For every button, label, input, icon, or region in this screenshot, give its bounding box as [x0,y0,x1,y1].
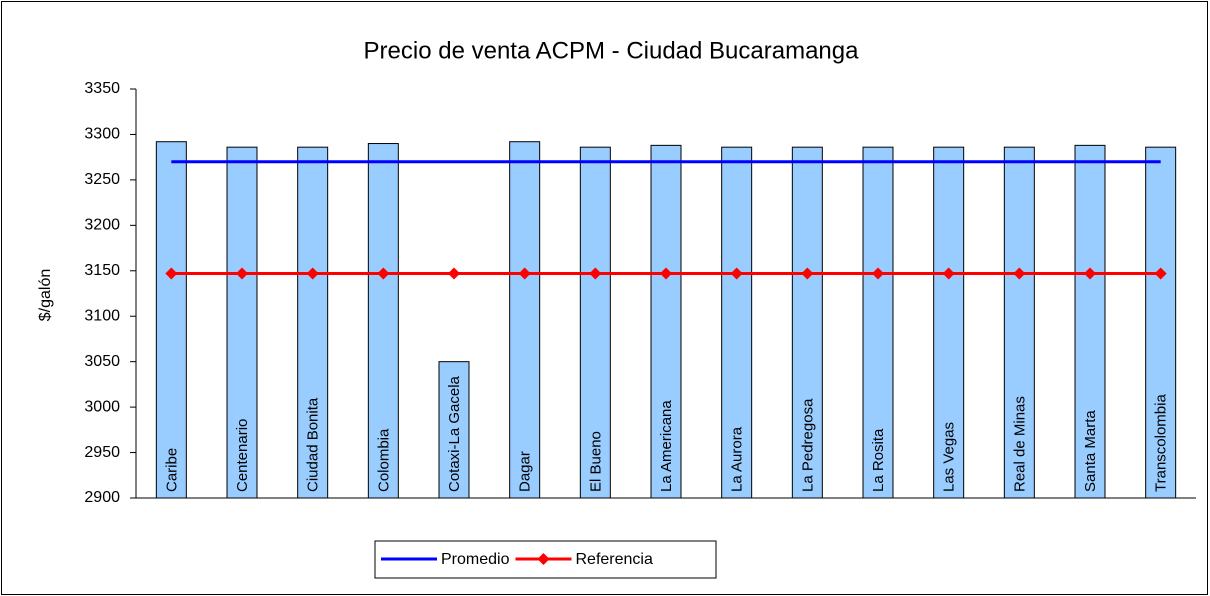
category-label: Caribe [163,448,180,492]
line-marker [942,267,955,280]
line-marker [1154,267,1167,280]
line-marker [872,267,884,280]
y-tick-label: 3000 [84,398,120,415]
line-marker [236,267,248,280]
legend-label: Promedio [441,551,510,568]
y-axis-label: $/galón [37,269,54,322]
line-marker [660,267,672,280]
y-tick-label: 2900 [84,489,120,506]
bar [791,146,823,499]
line-marker [165,267,178,280]
bar [1003,146,1035,499]
line-marker [518,267,531,280]
legend-marker [537,553,550,565]
category-label: Centenario [234,419,251,492]
bar [367,143,399,499]
category-label: El Bueno [587,431,604,492]
y-tick-label: 3050 [84,353,120,370]
line-marker [589,267,602,280]
category-label: Las Vegas [941,422,958,492]
bar [226,146,258,499]
bar [155,141,187,499]
category-label: La Pedregosa [799,398,816,492]
y-tick-label: 3150 [84,262,120,279]
line-marker [448,267,460,280]
y-tick-label: 2950 [84,444,120,461]
legend-label: Referencia [575,551,652,568]
bar [1145,146,1177,499]
category-label: Colombia [375,428,392,492]
y-tick-label: 3300 [84,126,120,143]
category-label: Santa Marta [1082,410,1099,492]
chart-title: Precio de venta ACPM - Ciudad Bucaramang… [364,37,860,64]
bar [579,146,611,499]
line-marker [801,267,814,280]
bar [438,361,470,499]
bar [1074,144,1106,499]
category-label: Cotaxi-La Gacela [446,375,463,492]
bar [862,146,894,499]
category-label: La Americana [658,400,675,492]
category-label: Ciudad Bonita [305,397,322,492]
category-label: La Aurora [729,426,746,492]
category-label: Dagar [517,451,534,492]
line-marker [377,267,390,280]
line-marker [306,267,319,280]
bar [650,144,682,499]
category-label: Transcolombia [1153,394,1170,492]
category-label: Real de Minas [1011,396,1028,492]
category-label: La Rosita [870,428,887,492]
line-marker [730,267,743,280]
line-marker [1013,267,1026,280]
y-tick-label: 3350 [84,80,120,97]
y-tick-label: 3200 [84,217,120,234]
y-tick-label: 3100 [84,307,120,324]
y-tick-label: 3250 [84,171,120,188]
bar [509,141,541,499]
line-marker [1084,267,1096,280]
bar [721,146,753,499]
